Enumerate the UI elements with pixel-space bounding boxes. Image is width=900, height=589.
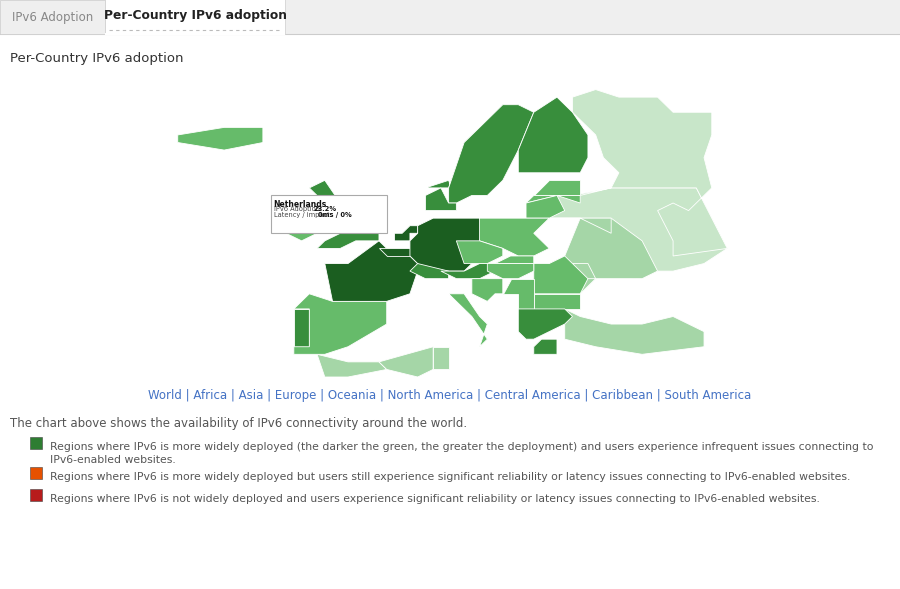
Polygon shape (534, 339, 557, 355)
Polygon shape (472, 279, 503, 302)
Polygon shape (410, 263, 448, 279)
Polygon shape (534, 180, 580, 196)
Polygon shape (518, 309, 572, 339)
Polygon shape (310, 180, 379, 249)
Polygon shape (293, 294, 387, 355)
Polygon shape (426, 188, 456, 211)
Bar (30, 437, 42, 449)
Polygon shape (379, 347, 433, 377)
Polygon shape (410, 218, 480, 271)
Polygon shape (418, 294, 487, 347)
Text: Netherlands: Netherlands (274, 200, 327, 209)
Bar (30, 467, 42, 479)
Bar (30, 489, 42, 501)
Bar (105, 0, 285, 34)
Text: 23.2%: 23.2% (313, 206, 337, 212)
Polygon shape (518, 97, 588, 173)
Polygon shape (526, 196, 581, 203)
Polygon shape (534, 256, 588, 294)
Text: IPv6-enabled websites.: IPv6-enabled websites. (50, 455, 176, 465)
Bar (0, 0, 105, 34)
Polygon shape (379, 249, 410, 256)
Polygon shape (534, 218, 658, 294)
Text: Per-Country IPv6 adoption: Per-Country IPv6 adoption (104, 9, 286, 22)
FancyBboxPatch shape (271, 196, 387, 233)
Polygon shape (472, 279, 495, 286)
Text: 0ms / 0%: 0ms / 0% (318, 212, 352, 218)
Polygon shape (526, 196, 564, 218)
Text: The chart above shows the availability of IPv6 connectivity around the world.: The chart above shows the availability o… (10, 417, 467, 430)
Polygon shape (441, 263, 495, 279)
Polygon shape (293, 309, 310, 347)
Bar (0, 0, 900, 34)
Text: IPv6 Adoption:: IPv6 Adoption: (274, 206, 324, 212)
Polygon shape (433, 347, 448, 369)
Polygon shape (564, 309, 704, 355)
Polygon shape (495, 256, 534, 263)
Polygon shape (448, 105, 534, 203)
Text: Regions where IPv6 is more widely deployed (the darker the green, the greater th: Regions where IPv6 is more widely deploy… (50, 442, 874, 452)
Polygon shape (456, 241, 503, 263)
Text: World | Africa | Asia | Europe | Oceania | North America | Central America | Car: World | Africa | Asia | Europe | Oceania… (148, 389, 751, 402)
Polygon shape (572, 263, 596, 279)
Polygon shape (402, 105, 534, 203)
Text: IPv6 Adoption: IPv6 Adoption (12, 11, 93, 24)
Text: Latency / impact:: Latency / impact: (274, 212, 334, 218)
Text: Per-Country IPv6 adoption: Per-Country IPv6 adoption (10, 52, 184, 65)
Text: Regions where IPv6 is not widely deployed and users experience significant relia: Regions where IPv6 is not widely deploye… (50, 494, 820, 504)
Polygon shape (534, 294, 580, 309)
Polygon shape (286, 211, 317, 241)
Polygon shape (472, 218, 549, 256)
Polygon shape (534, 188, 727, 294)
Text: Regions where IPv6 is more widely deployed but users still experience significan: Regions where IPv6 is more widely deploy… (50, 472, 850, 482)
Polygon shape (572, 90, 727, 256)
Polygon shape (317, 355, 387, 377)
Polygon shape (394, 226, 418, 241)
Polygon shape (487, 263, 534, 279)
Polygon shape (549, 218, 611, 233)
Polygon shape (325, 241, 418, 302)
Polygon shape (177, 127, 263, 150)
Polygon shape (503, 279, 534, 309)
